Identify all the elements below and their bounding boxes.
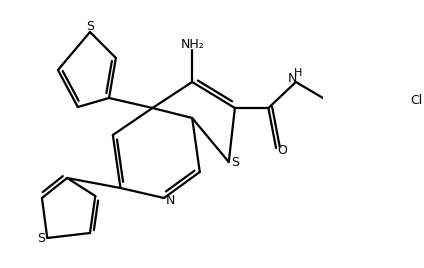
Text: S: S	[86, 20, 94, 32]
Text: NH₂: NH₂	[180, 38, 204, 50]
Text: N: N	[165, 195, 175, 207]
Text: Cl: Cl	[410, 94, 422, 106]
Text: O: O	[277, 143, 287, 157]
Text: H: H	[294, 68, 302, 78]
Text: N: N	[287, 73, 297, 85]
Text: S: S	[37, 232, 45, 244]
Text: S: S	[231, 155, 239, 169]
